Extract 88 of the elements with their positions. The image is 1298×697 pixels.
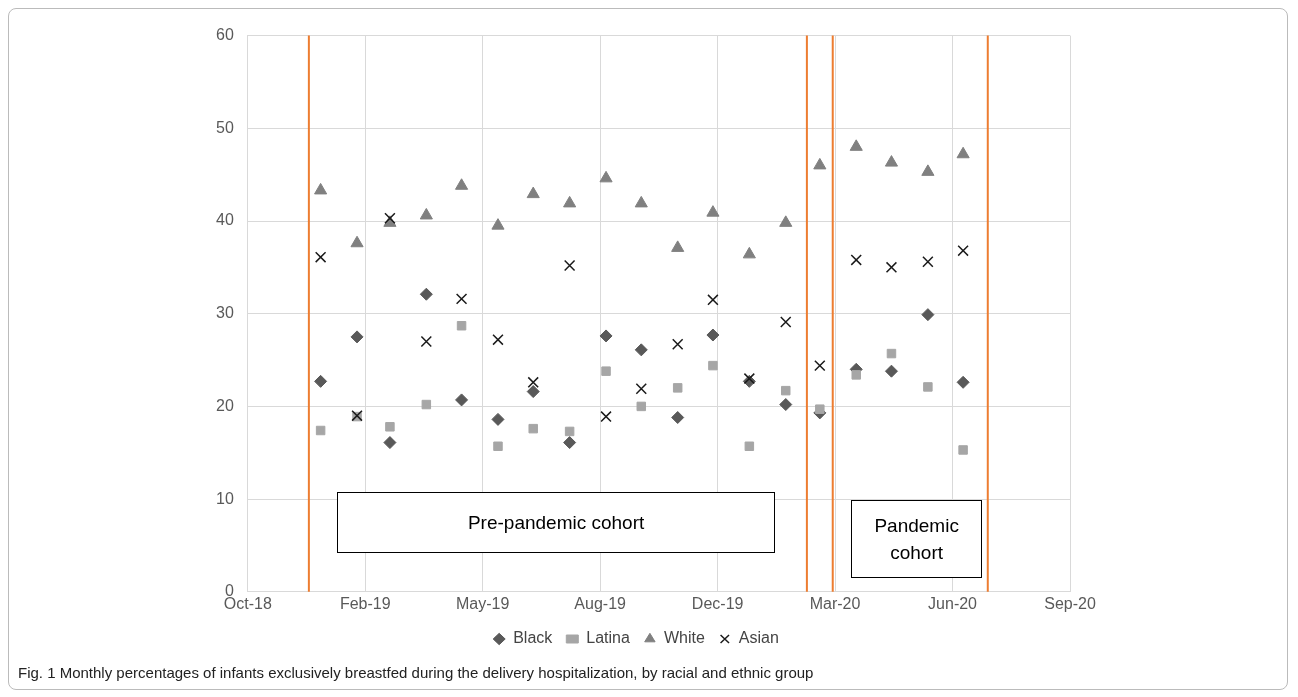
point (455, 178, 469, 190)
point (956, 375, 970, 389)
x-tick-label: May-19 (456, 594, 510, 612)
point (671, 338, 684, 350)
point (781, 385, 791, 396)
point (455, 293, 468, 305)
point (672, 383, 683, 393)
point (671, 411, 685, 425)
point (421, 399, 432, 410)
point (707, 294, 719, 306)
point (314, 182, 328, 195)
y-tick-label: 50 (216, 118, 234, 136)
point (636, 401, 647, 412)
x-tick-label: Aug-19 (574, 594, 627, 612)
point (350, 235, 364, 248)
point (526, 385, 540, 399)
point (600, 410, 612, 423)
point (779, 398, 793, 412)
legend-label: Latina (586, 629, 630, 647)
x-tick-label: Feb-19 (339, 594, 391, 612)
y-tick-label: 20 (216, 396, 234, 414)
point (635, 383, 647, 395)
point (922, 256, 934, 268)
point (634, 195, 648, 208)
point (491, 412, 505, 426)
x-tick-label: Mar-20 (809, 594, 861, 612)
point (420, 335, 433, 348)
point (921, 164, 935, 176)
point (744, 441, 755, 451)
point (456, 321, 467, 331)
point (671, 240, 685, 252)
x-tick-label: Sep-20 (1044, 594, 1096, 612)
y-tick-label: 30 (216, 304, 234, 322)
point (706, 328, 720, 342)
point (958, 445, 968, 455)
point (886, 348, 897, 359)
point (314, 251, 327, 263)
point (850, 254, 862, 266)
point (491, 218, 505, 230)
text-box: Pre-pandemic cohort (337, 491, 775, 553)
point (957, 244, 969, 257)
text-box: Pandemic cohort (851, 500, 982, 578)
point (528, 423, 538, 434)
legend-label: White (663, 629, 705, 647)
point (742, 246, 756, 259)
y-tick-label: 10 (216, 489, 234, 507)
point (563, 259, 576, 272)
point (563, 436, 577, 450)
point (706, 205, 720, 217)
point (599, 329, 613, 343)
point (884, 364, 898, 378)
point (884, 155, 899, 167)
point (815, 404, 825, 414)
point (813, 157, 827, 170)
point (527, 376, 539, 388)
point (634, 343, 648, 357)
point (526, 186, 540, 199)
point (779, 215, 793, 227)
point (851, 370, 861, 380)
point (493, 441, 503, 451)
y-tick-label: 60 (216, 26, 234, 44)
caption: Fig. 1 Monthly percentages of infants exclusively breastfed during the delivery hospitalization, by racial and ethnic group (18, 664, 814, 681)
legend-label: Asian (738, 629, 779, 647)
point (385, 422, 395, 432)
x-tick-label: Jun-20 (928, 594, 978, 612)
point (708, 360, 718, 371)
x-tick-label: Dec-19 (691, 594, 744, 612)
point (563, 195, 577, 208)
point (350, 330, 364, 344)
point (492, 333, 504, 346)
point (780, 316, 792, 328)
y-tick-label: 40 (216, 211, 234, 229)
point (599, 170, 613, 183)
point (923, 382, 933, 392)
point (601, 366, 611, 376)
point (314, 374, 328, 388)
point (814, 359, 826, 372)
point (564, 426, 575, 437)
point (383, 436, 397, 450)
point (419, 287, 433, 301)
point (956, 146, 970, 159)
point (849, 139, 863, 151)
point (885, 261, 898, 274)
point (315, 425, 326, 436)
point (455, 393, 469, 407)
point (419, 207, 433, 220)
legend-label: Black (513, 629, 554, 647)
point (921, 308, 935, 322)
